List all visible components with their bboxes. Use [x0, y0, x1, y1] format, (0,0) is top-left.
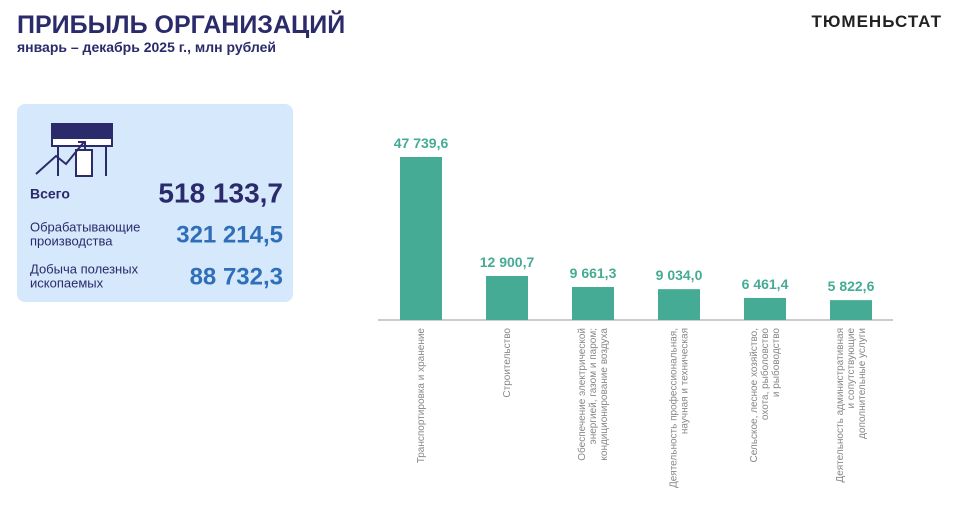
- shop-icon: [35, 123, 113, 177]
- category-label: научная и техническая: [680, 328, 691, 434]
- value-label: 9 661,3: [570, 265, 617, 281]
- category-label: охота, рыболовство: [759, 328, 771, 421]
- category-label: Строительство: [502, 328, 513, 398]
- summary-value: 518 133,7: [158, 177, 283, 208]
- category-label: Обеспечение электрической: [576, 328, 588, 461]
- category-label: Деятельность административная: [835, 328, 846, 483]
- category-label: Сельское, лесное хозяйство,: [749, 328, 760, 463]
- bar: [658, 289, 700, 320]
- category-label: дополнительные услуги: [857, 328, 868, 439]
- category-label: Деятельность профессиональная,: [668, 328, 680, 488]
- value-label: 5 822,6: [828, 278, 875, 294]
- category-label: энергией, газом и паром;: [588, 328, 599, 444]
- summary-label: Всего: [30, 186, 70, 202]
- category-label: и рыбоводство: [770, 328, 782, 398]
- bar: [486, 275, 528, 320]
- value-label: 9 034,0: [656, 267, 703, 283]
- bar: [400, 157, 442, 320]
- value-label: 12 900,7: [480, 254, 535, 270]
- value-label: 6 461,4: [742, 276, 789, 292]
- subtitle: январь – декабрь 2025 г., млн рублей: [17, 39, 276, 55]
- summary-label: Добыча полезных: [30, 261, 139, 276]
- summary-label: Обрабатывающие: [30, 219, 140, 234]
- title: ПРИБЫЛЬ ОРГАНИЗАЦИЙ: [17, 9, 345, 39]
- category-label: и сопутствующие: [846, 328, 857, 409]
- summary-value: 321 214,5: [176, 221, 283, 248]
- summary-label: ископаемых: [30, 275, 104, 290]
- bar: [830, 300, 872, 320]
- category-label: Транспортировка и хранение: [416, 328, 427, 464]
- summary-label: производства: [30, 233, 113, 248]
- bar: [572, 287, 614, 320]
- value-label: 47 739,6: [394, 135, 449, 151]
- bar: [744, 297, 786, 320]
- summary-value: 88 732,3: [190, 263, 283, 290]
- category-label: кондиционирование воздуха: [599, 328, 610, 461]
- brand: ТЮМЕНЬСТАТ: [812, 12, 942, 31]
